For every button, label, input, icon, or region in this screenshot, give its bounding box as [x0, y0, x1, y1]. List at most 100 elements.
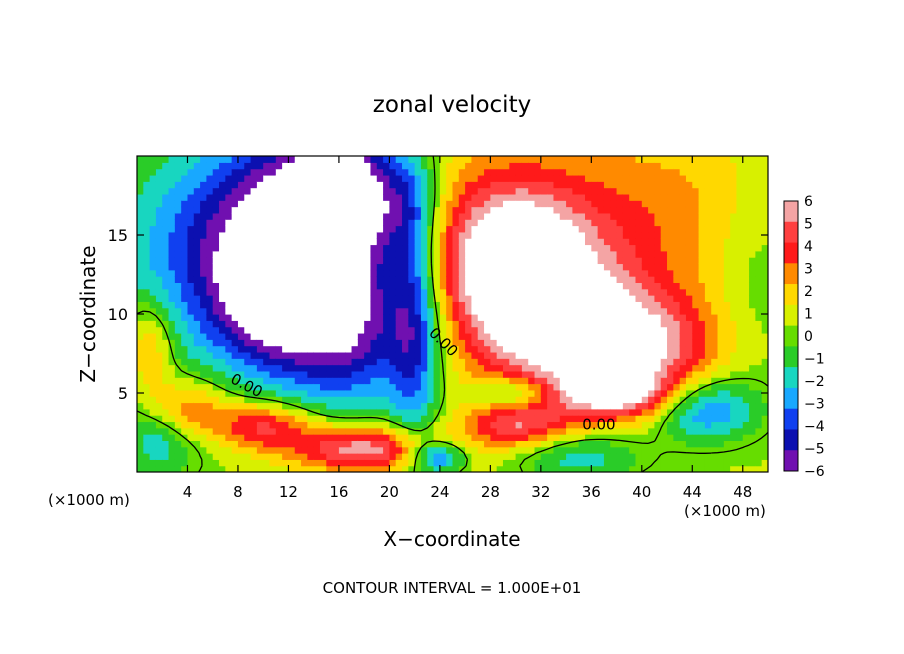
heatmap-cell: [389, 453, 397, 460]
heatmap-cell: [219, 408, 226, 416]
heatmap-cell: [263, 301, 271, 309]
heatmap-cell: [408, 377, 416, 385]
heatmap-cell: [174, 156, 182, 163]
heatmap-cell: [338, 440, 346, 448]
heatmap-cell: [471, 370, 479, 378]
heatmap-cell: [736, 326, 744, 334]
heatmap-cell: [692, 200, 700, 208]
heatmap-cell: [225, 156, 233, 163]
heatmap-cell: [490, 459, 498, 467]
heatmap-cell: [515, 453, 523, 460]
heatmap-cell: [572, 351, 580, 359]
heatmap-cell: [427, 238, 435, 246]
heatmap-cell: [162, 370, 170, 378]
heatmap-cell: [168, 351, 176, 359]
heatmap-cell: [610, 288, 618, 296]
heatmap-cell: [389, 187, 397, 195]
heatmap-cell: [370, 200, 378, 208]
heatmap-cell: [162, 162, 170, 170]
heatmap-cell: [351, 206, 359, 214]
heatmap-cell: [742, 257, 750, 265]
heatmap-cell: [591, 200, 599, 208]
heatmap-cell: [137, 200, 144, 208]
heatmap-cell: [206, 250, 214, 258]
heatmap-cell: [610, 225, 618, 233]
heatmap-cell: [496, 225, 504, 233]
heatmap-cell: [521, 396, 529, 404]
heatmap-cell: [585, 421, 592, 429]
heatmap-cell: [679, 434, 687, 441]
heatmap-cell: [219, 415, 226, 423]
heatmap-cell: [585, 156, 592, 163]
heatmap-cell: [345, 174, 353, 182]
heatmap-cell: [294, 282, 302, 290]
heatmap-cell: [679, 162, 687, 170]
heatmap-cell: [465, 364, 473, 372]
heatmap-cell: [332, 440, 340, 448]
heatmap-cell: [597, 307, 605, 315]
heatmap-cell: [521, 244, 529, 252]
heatmap-cell: [685, 168, 693, 176]
heatmap-cell: [540, 345, 548, 353]
heatmap-cell: [742, 212, 750, 220]
heatmap-cell: [301, 408, 308, 416]
heatmap-cell: [679, 156, 687, 163]
heatmap-cell: [502, 320, 510, 328]
heatmap-cell: [357, 402, 365, 410]
heatmap-cell: [648, 250, 656, 258]
heatmap-cell: [332, 187, 340, 195]
heatmap-cell: [282, 345, 290, 353]
heatmap-cell: [585, 408, 592, 416]
heatmap-cell: [597, 339, 605, 347]
heatmap-cell: [256, 370, 264, 378]
heatmap-cell: [219, 219, 226, 227]
heatmap-cell: [181, 193, 189, 201]
heatmap-cell: [137, 332, 144, 340]
heatmap-cell: [313, 206, 321, 214]
heatmap-cell: [282, 212, 290, 220]
heatmap-cell: [540, 200, 548, 208]
heatmap-cell: [755, 276, 763, 283]
heatmap-cell: [742, 383, 750, 391]
heatmap-cell: [187, 396, 195, 404]
heatmap-cell: [187, 238, 195, 246]
heatmap-cell: [553, 238, 561, 246]
heatmap-cell: [502, 238, 510, 246]
heatmap-cell: [206, 174, 214, 182]
heatmap-cell: [616, 219, 624, 227]
heatmap-cell: [301, 332, 308, 340]
heatmap-cell: [484, 389, 491, 397]
heatmap-cell: [566, 225, 573, 233]
heatmap-cell: [174, 244, 182, 252]
heatmap-cell: [603, 225, 611, 233]
heatmap-cell: [263, 434, 271, 441]
heatmap-cell: [187, 389, 195, 397]
heatmap-cell: [458, 295, 466, 302]
heatmap-cell: [484, 326, 491, 334]
heatmap-cell: [698, 358, 706, 366]
heatmap-cell: [597, 295, 605, 302]
heatmap-cell: [711, 225, 719, 233]
heatmap-cell: [496, 465, 504, 472]
heatmap-cell: [465, 314, 473, 321]
heatmap-cell: [622, 181, 630, 189]
heatmap-cell: [566, 276, 573, 283]
heatmap-cell: [181, 174, 189, 182]
heatmap-cell: [692, 320, 700, 328]
heatmap-cell: [692, 295, 700, 302]
heatmap-cell: [509, 301, 517, 309]
heatmap-cell: [200, 181, 208, 189]
heatmap-cell: [168, 174, 176, 182]
heatmap-cell: [200, 358, 208, 366]
heatmap-cell: [654, 396, 662, 404]
heatmap-cell: [749, 396, 756, 404]
heatmap-cell: [193, 434, 201, 441]
heatmap-cell: [149, 421, 157, 429]
heatmap-cell: [307, 326, 315, 334]
heatmap-cell: [465, 282, 473, 290]
heatmap-cell: [635, 389, 643, 397]
heatmap-cell: [174, 383, 182, 391]
heatmap-cell: [193, 282, 201, 290]
heatmap-cell: [446, 345, 454, 353]
heatmap-cell: [155, 257, 163, 265]
